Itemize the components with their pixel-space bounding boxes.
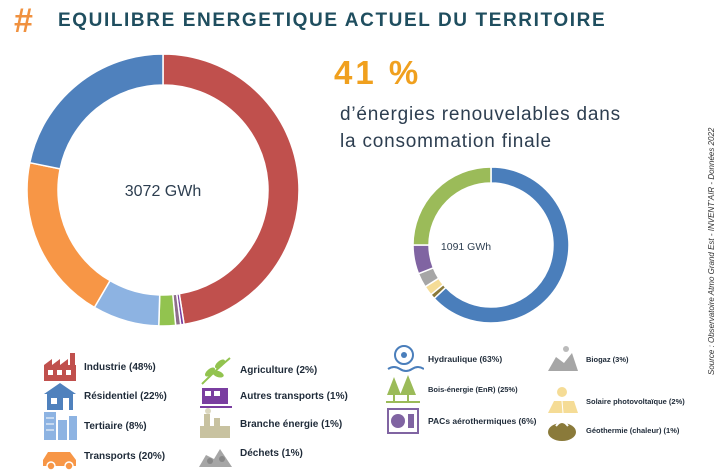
legend-label: PACs aérothermiques (6%)	[428, 416, 537, 426]
legend-label: Branche énergie (1%)	[240, 418, 343, 430]
renewable-caption-line1: d’énergies renouvelables dans	[340, 104, 621, 125]
legend-label: Déchets (1%)	[240, 447, 303, 459]
geothermal-icon	[548, 421, 576, 441]
trees-icon	[386, 375, 420, 403]
renewable-total-label: 1091 GWh	[441, 241, 491, 253]
renewable-slice-bois-nergie-enr-	[412, 166, 492, 246]
renewable-percent: 41 %	[334, 54, 422, 91]
power-plant-icon	[200, 408, 230, 438]
renewable-caption-line2: la consommation finale	[340, 131, 552, 152]
car-icon	[43, 452, 76, 471]
solar-panel-icon	[548, 387, 578, 414]
legend-residentiel: Résidentiel (22%)	[40, 380, 167, 412]
legend-label: Transports (20%)	[84, 450, 166, 462]
legend-agriculture: Agriculture (2%)	[196, 354, 317, 386]
legend-label: Résidentiel (22%)	[84, 390, 167, 402]
legend-hydraulique: Hydraulique (63%)	[384, 343, 502, 375]
biogas-icon	[548, 346, 578, 371]
consumption-slice-industrie	[162, 53, 300, 326]
renewable-slice-pacs-a-rothermiques	[412, 244, 435, 275]
leaf-icon	[201, 357, 231, 385]
legend-autres-transports: Autres transports (1%)	[196, 380, 348, 412]
heat-pump-icon	[387, 408, 419, 434]
legend-label: Bois-énergie (EnR) (25%)	[428, 384, 518, 394]
legend-label: Industrie (48%)	[84, 361, 156, 373]
train-icon	[200, 388, 232, 408]
legend-tertiaire: Tertiaire (8%)	[40, 410, 147, 442]
legend-solaire: Solaire photovoltaïque (2%)	[542, 385, 685, 417]
legend-label: Biogaz (3%)	[586, 354, 629, 364]
legend-biogaz: Biogaz (3%)	[542, 343, 629, 375]
legend-label: Tertiaire (8%)	[84, 420, 147, 432]
house-icon	[44, 383, 76, 410]
legend-label: Autres transports (1%)	[240, 390, 348, 402]
consumption-slice-r-sidentiel	[28, 53, 164, 170]
waste-pile-icon	[199, 449, 232, 467]
legend-bois-energie: Bois-énergie (EnR) (25%)	[384, 373, 518, 405]
office-building-icon	[44, 412, 77, 440]
consumption-total-label: 3072 GWh	[125, 183, 201, 200]
legend-label: Hydraulique (63%)	[428, 354, 503, 364]
legend-label: Géothermie (chaleur) (1%)	[586, 425, 680, 435]
legend-transports: Transports (20%)	[40, 440, 165, 472]
legend-dechets: Déchets (1%)	[196, 437, 303, 469]
dam-icon	[387, 345, 424, 372]
legend-label: Solaire photovoltaïque (2%)	[586, 396, 685, 406]
legend-industrie: Industrie (48%)	[40, 351, 156, 383]
legend-label: Agriculture (2%)	[240, 364, 318, 376]
page-title: EQUILIBRE ENERGETIQUE ACTUEL DU TERRITOI…	[58, 10, 607, 31]
legend-pacs: PACs aérothermiques (6%)	[384, 405, 536, 437]
hash-icon: #	[14, 2, 33, 40]
legend-geothermie: Géothermie (chaleur) (1%)	[542, 414, 679, 446]
legend-branche-energie: Branche énergie (1%)	[196, 408, 342, 440]
factory-icon	[44, 353, 76, 381]
